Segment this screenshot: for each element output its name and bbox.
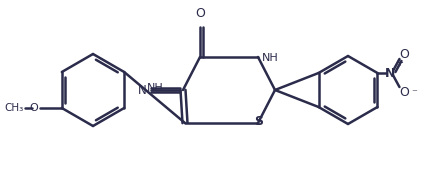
Text: NH: NH — [147, 83, 164, 92]
Text: +: + — [395, 58, 404, 68]
Text: CH₃: CH₃ — [5, 103, 24, 113]
Text: O: O — [195, 7, 205, 20]
Text: O: O — [400, 48, 409, 60]
Text: N: N — [138, 83, 147, 97]
Text: O: O — [400, 85, 409, 98]
Text: O: O — [29, 103, 38, 113]
Text: ⁻: ⁻ — [411, 88, 417, 98]
Text: N: N — [385, 66, 396, 80]
Text: S: S — [255, 115, 264, 128]
Text: NH: NH — [262, 53, 279, 63]
